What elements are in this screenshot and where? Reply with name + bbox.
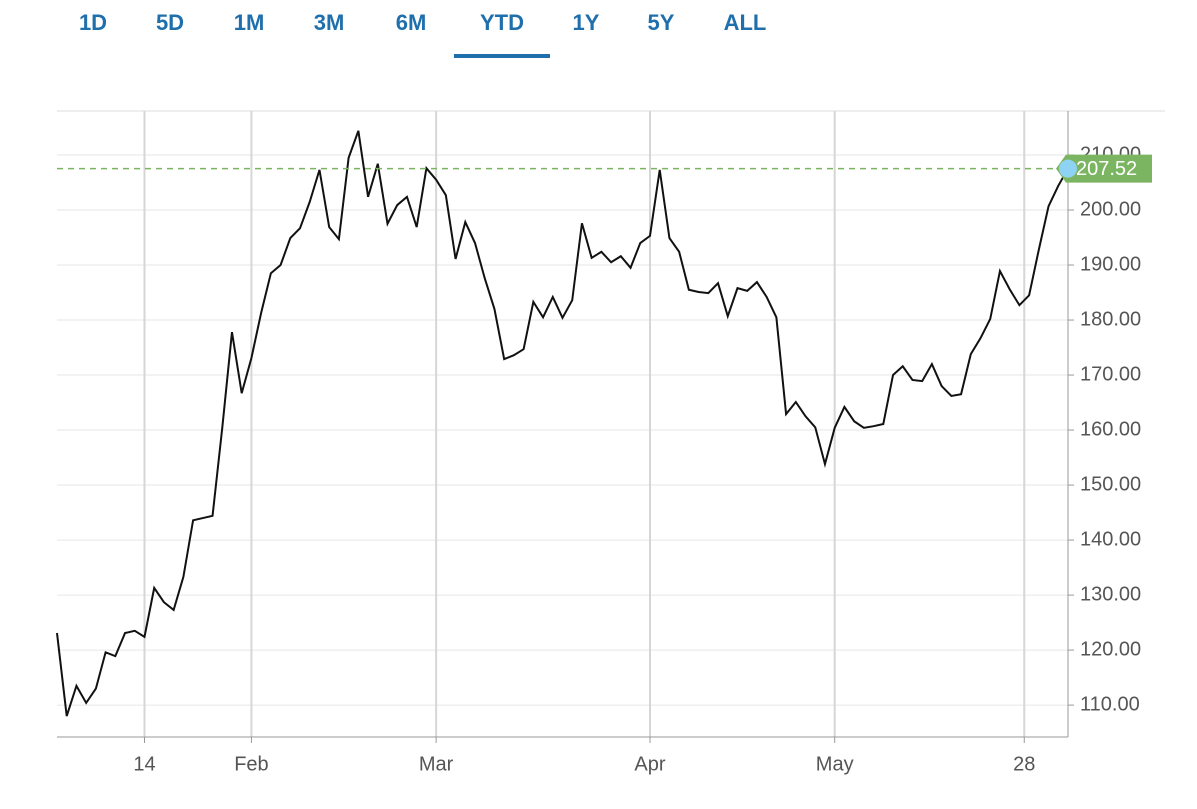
y-tick-label: 140.00: [1080, 528, 1141, 550]
y-tick-label: 120.00: [1080, 638, 1141, 660]
y-tick-label: 150.00: [1080, 473, 1141, 495]
range-tab[interactable]: YTD: [480, 10, 524, 35]
y-tick-label: 190.00: [1080, 253, 1141, 275]
y-tick-label: 180.00: [1080, 308, 1141, 330]
y-tick-label: 160.00: [1080, 418, 1141, 440]
x-tick-label: Mar: [419, 753, 454, 775]
x-tick-label: 14: [133, 753, 155, 775]
y-tick-label: 110.00: [1080, 693, 1140, 715]
range-tab[interactable]: 1D: [79, 10, 107, 35]
tab-underline: [454, 54, 550, 58]
last-point: [1059, 159, 1077, 178]
price-line: [56, 130, 1069, 717]
x-tick-label: Feb: [234, 753, 268, 775]
x-tick-label: Apr: [634, 753, 665, 775]
range-tab[interactable]: ALL: [724, 10, 767, 35]
last-price-box: [1056, 154, 1152, 183]
y-tick-label: 170.00: [1080, 363, 1141, 385]
range-tab[interactable]: 3M: [314, 10, 345, 35]
range-tab[interactable]: 1M: [234, 10, 265, 35]
y-tick-label: 200.00: [1080, 198, 1141, 220]
range-tab[interactable]: 1Y: [573, 10, 600, 35]
last-price-label: 207.52: [1076, 158, 1137, 180]
range-tab[interactable]: 5D: [156, 10, 184, 35]
range-tab[interactable]: 5Y: [648, 10, 675, 35]
x-tick-label: 28: [1013, 753, 1035, 775]
x-tick-label: May: [816, 753, 854, 775]
y-tick-label: 130.00: [1080, 583, 1141, 605]
range-tab[interactable]: 6M: [396, 10, 427, 35]
